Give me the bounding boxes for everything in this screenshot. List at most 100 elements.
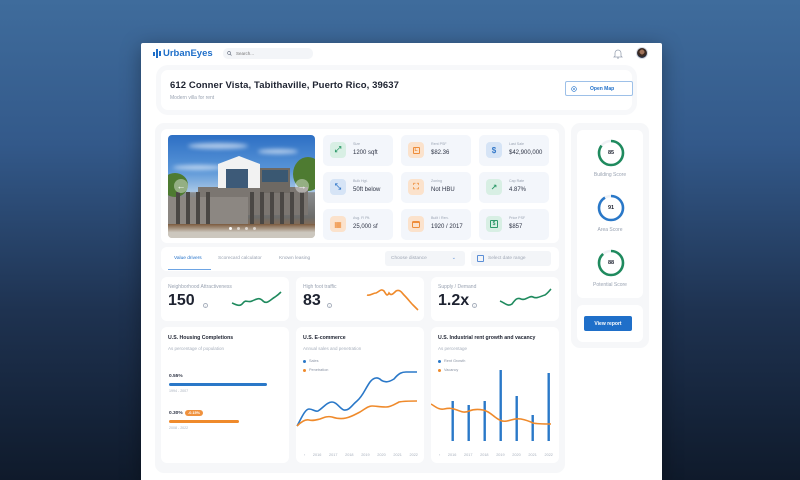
metric-value: 150 bbox=[168, 292, 195, 309]
chart-prev-arrow-icon[interactable]: ‹ bbox=[304, 453, 306, 457]
carousel-dots bbox=[229, 227, 256, 230]
stat-label: Cap Rate bbox=[509, 179, 525, 183]
sparkline-orange bbox=[366, 289, 419, 311]
photo-next-arrow-icon[interactable]: → bbox=[295, 179, 309, 193]
progress-ring-icon bbox=[597, 194, 625, 222]
info-icon[interactable]: i bbox=[203, 303, 208, 308]
chart-title: U.S. Industrial rent growth and vacancy bbox=[438, 335, 536, 341]
dollar-icon: $ bbox=[486, 142, 502, 158]
property-overview-card: ← → ⤢ Size 1200 sqft L Rent PSF bbox=[161, 129, 559, 243]
date-range-placeholder: Select date range bbox=[488, 256, 526, 261]
top-bar: UrbanEyes bbox=[141, 43, 662, 65]
arrow-up-right-icon: ↗ bbox=[486, 179, 502, 195]
sparkline-green bbox=[499, 288, 552, 306]
housing-completions-card: U.S. Housing Completions As percentage o… bbox=[161, 327, 289, 463]
stat-label: Last Sale bbox=[509, 142, 524, 146]
main-panel: ← → ⤢ Size 1200 sqft L Rent PSF bbox=[155, 123, 565, 473]
stat-cap-rate: ↗ Cap Rate 4.87% bbox=[479, 172, 549, 203]
scores-panel: 85 Building Score 91 Area Score 88 Poten… bbox=[571, 123, 649, 348]
bar-value: 0.30% bbox=[169, 411, 183, 416]
search-input[interactable] bbox=[236, 51, 306, 56]
metric-value: 1.2x bbox=[438, 292, 470, 309]
property-photo-carousel[interactable]: ← → bbox=[168, 135, 315, 238]
stat-value: 25,000 sf bbox=[353, 224, 378, 230]
industrial-chart-card: U.S. Industrial rent growth and vacancy … bbox=[431, 327, 559, 463]
date-range-picker[interactable]: Select date range bbox=[471, 251, 551, 266]
stat-price-psf: $ Price PSF $857 bbox=[479, 209, 549, 240]
stat-label: Price PSF bbox=[509, 216, 526, 220]
housing-bar-2008-2022[interactable] bbox=[169, 420, 239, 423]
x-axis: ‹ 2016 2017 2018 2019 2020 2021 2022 bbox=[304, 453, 418, 457]
stat-value: 1200 sqft bbox=[353, 150, 378, 156]
stat-value: 50ft below bbox=[353, 187, 381, 193]
app-window: UrbanEyes 612 Conner Vista, Tabithaville… bbox=[141, 43, 662, 480]
stat-value: 4.87% bbox=[509, 187, 527, 193]
collapse-arrows-icon: ⤡ bbox=[330, 179, 346, 195]
chevron-down-icon: ⌄ bbox=[451, 255, 456, 261]
search-box[interactable] bbox=[223, 48, 313, 59]
carousel-dot[interactable] bbox=[229, 227, 232, 230]
open-map-button[interactable]: Open Map bbox=[565, 81, 633, 96]
metric-supply-demand: Supply / Demand 1.2x i bbox=[431, 277, 559, 321]
distance-select-placeholder: Choose distance bbox=[391, 256, 427, 261]
user-avatar[interactable] bbox=[636, 47, 648, 59]
chart-subtitle: As percentage of population bbox=[168, 346, 225, 351]
stat-built-renovated: Built / Ren. 1920 / 2017 bbox=[401, 209, 471, 240]
app-name: UrbanEyes bbox=[163, 48, 213, 59]
sparkline-green bbox=[231, 291, 282, 307]
chart-title: U.S. Housing Completions bbox=[168, 335, 234, 341]
carousel-dot[interactable] bbox=[245, 227, 248, 230]
photo-prev-arrow-icon[interactable]: ← bbox=[174, 179, 188, 193]
stat-rent-psf: L Rent PSF $82.36 bbox=[401, 135, 471, 166]
app-logo[interactable]: UrbanEyes bbox=[153, 48, 213, 59]
open-map-label: Open Map bbox=[590, 85, 615, 92]
tab-scorecard-calculator[interactable]: Scorecard calculator bbox=[218, 256, 262, 261]
grid-icon: ▦ bbox=[330, 216, 346, 232]
chart-subtitle: Annual sales and penetration bbox=[303, 346, 362, 351]
property-subtitle: Modern villa for rent bbox=[170, 95, 215, 101]
legend-sales: Sales bbox=[303, 359, 319, 363]
stat-avg-floor-plate: ▦ Avg. Fl Plt. 25,000 sf bbox=[323, 209, 393, 240]
score-label: Area Score bbox=[597, 227, 623, 233]
bar-range-label: 1994 - 2007 bbox=[169, 389, 189, 393]
x-axis: ‹ 2016 2017 2018 2019 2020 2021 2022 bbox=[439, 453, 553, 457]
view-report-button[interactable]: View report bbox=[584, 316, 632, 331]
change-badge: -0.15% bbox=[185, 410, 204, 416]
housing-bar-1994-2007[interactable] bbox=[169, 383, 267, 386]
expand-arrows-icon: ⤢ bbox=[330, 142, 346, 158]
tab-value-drivers[interactable]: Value drivers bbox=[174, 256, 202, 261]
property-address: 612 Conner Vista, Tabithaville, Puerto R… bbox=[170, 80, 400, 91]
stat-label: Zoning bbox=[431, 179, 442, 183]
metric-value: 83 bbox=[303, 292, 321, 309]
metric-label: Supply / Demand bbox=[438, 284, 477, 290]
legend-penetration: Penetration bbox=[303, 368, 328, 372]
stat-size: ⤢ Size 1200 sqft bbox=[323, 135, 393, 166]
carousel-dot[interactable] bbox=[253, 227, 256, 230]
stat-last-sale: $ Last Sale $42,900,000 bbox=[479, 135, 549, 166]
stat-value: $82.36 bbox=[431, 150, 450, 156]
bar-value: 0.55% bbox=[169, 374, 183, 379]
frame-corners-icon: ⛶ bbox=[408, 179, 424, 195]
chart-prev-arrow-icon[interactable]: ‹ bbox=[439, 453, 441, 457]
distance-select[interactable]: Choose distance ⌄ bbox=[385, 251, 465, 266]
score-label: Building Score bbox=[593, 172, 627, 178]
banknote-icon: $ bbox=[486, 216, 502, 232]
building-score-ring: 85 bbox=[596, 138, 626, 168]
bell-icon[interactable] bbox=[613, 48, 623, 59]
ecommerce-line-chart bbox=[296, 371, 418, 427]
stat-value: Not HBU bbox=[431, 187, 455, 193]
bar-range-label: 2008 - 2022 bbox=[169, 426, 189, 430]
tab-known-leasing[interactable]: Known leasing bbox=[279, 256, 311, 261]
info-icon[interactable]: i bbox=[327, 303, 332, 308]
active-tab-indicator bbox=[168, 269, 211, 271]
progress-ring-icon bbox=[597, 249, 625, 277]
search-icon bbox=[227, 51, 232, 56]
info-icon[interactable]: i bbox=[472, 303, 477, 308]
score-value: 91 bbox=[607, 205, 615, 211]
carousel-dot[interactable] bbox=[237, 227, 240, 230]
stat-label: Built / Ren. bbox=[431, 216, 449, 220]
stat-label: Rent PSF bbox=[431, 142, 447, 146]
potential-score-ring: 88 bbox=[596, 248, 626, 278]
area-score-ring: 91 bbox=[596, 193, 626, 223]
chart-subtitle: As percentage bbox=[438, 346, 468, 351]
